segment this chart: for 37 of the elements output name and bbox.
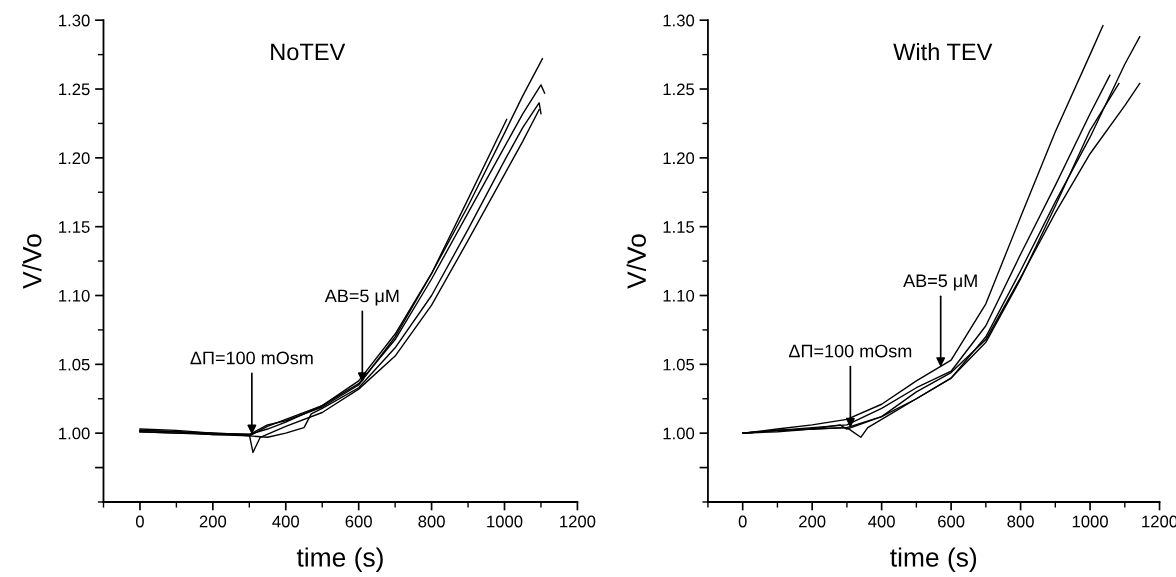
text: With TEV: [893, 42, 993, 61]
y-axis-title: V/Vo: [626, 234, 646, 289]
y-tick-label: 1.00: [59, 427, 90, 440]
x-axis-title: time (s): [890, 547, 977, 572]
x-tick-label: 1000: [1072, 515, 1108, 528]
x-tick-label: 800: [1007, 515, 1034, 528]
y-tick-label: 1.25: [663, 83, 695, 96]
x-tick-label: 0: [135, 515, 144, 528]
y-tick-label: 1.05: [663, 358, 695, 371]
y-tick-label: 1.30: [59, 14, 90, 27]
x-tick-label: 600: [938, 515, 965, 528]
y-tick-label: 1.10: [59, 289, 90, 302]
annotation: ΔΠ=100 mOsm: [788, 344, 912, 358]
x-tick-label: 400: [868, 515, 895, 528]
y-tick-label: 1.00: [663, 427, 695, 440]
x-tick-label: 200: [799, 515, 826, 528]
x-tick-label: 400: [272, 515, 300, 528]
y-tick-label: 1.20: [59, 152, 90, 165]
y-tick-label: 1.30: [663, 14, 695, 27]
x-tick-label: 0: [738, 515, 747, 528]
x-tick-label: 1200: [560, 515, 596, 528]
x-axis-title: time (s): [296, 547, 383, 572]
y-tick-label: 1.05: [59, 358, 90, 371]
y-tick-label: 1.10: [663, 289, 695, 302]
x-tick-label: 1000: [487, 515, 523, 528]
annotation: AB=5 μM: [903, 274, 977, 291]
annotation: AB=5 μM: [324, 289, 399, 306]
y-axis-title: V/Vo: [22, 234, 42, 289]
annotation: ΔΠ=100 mOsm: [190, 351, 313, 365]
y-tick-label: 1.15: [59, 221, 90, 233]
y-tick-label: 1.20: [663, 152, 695, 165]
text: NoTEV: [271, 43, 346, 61]
x-tick-label: 200: [199, 515, 227, 528]
y-tick-label: 1.25: [59, 83, 90, 96]
y-tick-label: 1.15: [663, 221, 695, 233]
x-tick-label: 600: [345, 515, 372, 528]
x-tick-label: 800: [418, 515, 445, 528]
